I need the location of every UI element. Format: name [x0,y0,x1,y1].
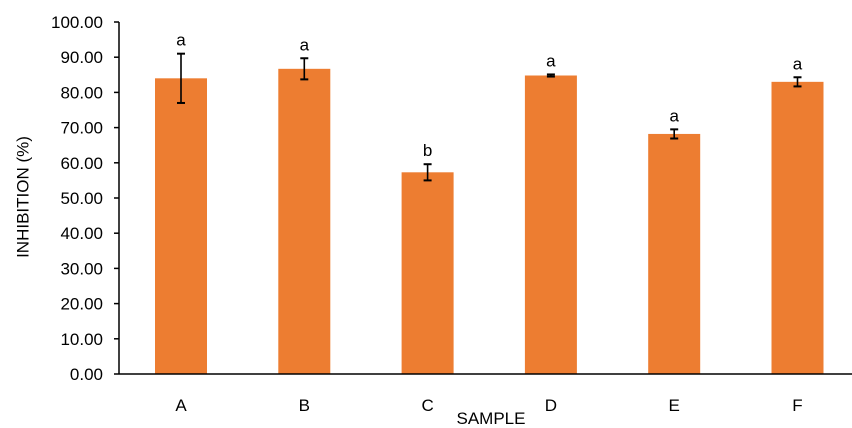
y-tick-labels: 0.00 10.00 20.00 30.00 40.00 50.00 60.00 70.00 8… [51,13,103,384]
x-tick-labels: A B C D E F [175,396,802,415]
x-tick-label: C [421,396,433,415]
x-axis-title: SAMPLE [457,409,526,428]
error-bar [300,57,309,81]
axes [114,21,852,375]
significance-labels-layer: a a b a a a [176,31,803,161]
y-tick-label: 40.00 [60,224,103,243]
bar [401,172,454,374]
y-tick-label: 20.00 [60,295,103,314]
x-tick-label: B [299,396,310,415]
bar [155,78,207,374]
bar [278,68,331,374]
y-tick-label: 10.00 [60,330,103,349]
error-bar [793,76,802,88]
y-tick-label: 70.00 [60,119,103,138]
error-bars-layer [177,52,802,182]
y-tick-label: 80.00 [60,83,103,102]
error-bar [423,163,432,182]
y-axis-title: INHIBITION (%) [13,136,32,258]
x-tick-label: E [669,396,680,415]
y-tick-label: 30.00 [60,259,103,278]
y-tick-label: 90.00 [60,48,103,67]
x-tick-label: F [792,396,802,415]
significance-label: b [423,141,432,160]
bar [648,133,701,374]
bar [771,81,824,374]
bar [524,75,577,374]
significance-label: a [669,106,679,125]
x-tick-label: A [175,396,187,415]
y-tick-label: 60.00 [60,154,103,173]
y-tick-label: 100.00 [51,13,103,32]
y-tick-label: 50.00 [60,189,103,208]
significance-label: a [546,51,556,70]
error-bar [670,128,679,140]
y-tick-label: 0.00 [70,365,103,384]
bars-layer [155,68,824,374]
significance-label: a [300,35,310,54]
significance-label: a [793,54,803,73]
significance-label: a [176,31,186,50]
x-tick-label: D [545,396,557,415]
error-bar [177,52,185,104]
error-bar [546,73,555,78]
